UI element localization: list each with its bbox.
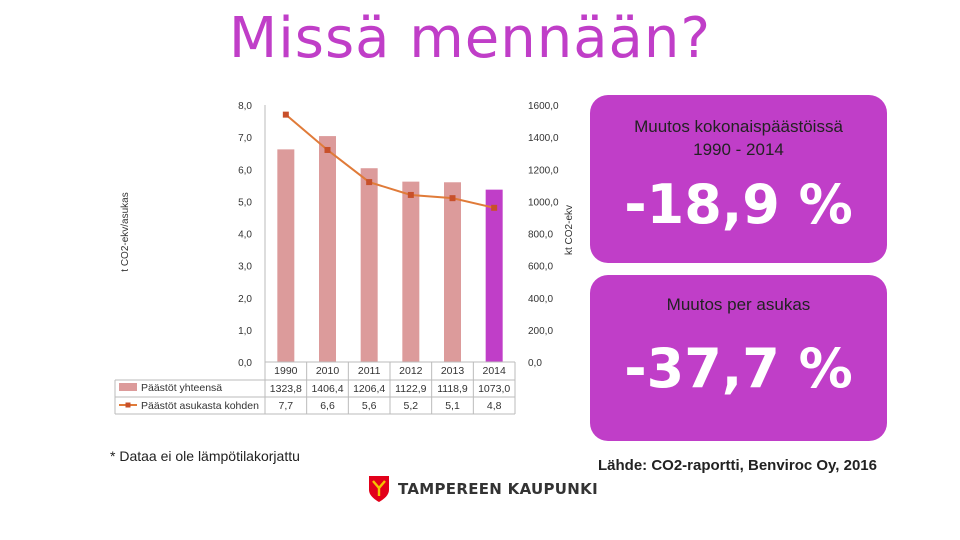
x-tick-label: 2011 xyxy=(358,365,381,377)
per-capita-change-label: Muutos per asukas xyxy=(666,295,811,314)
legend-bar-label: Päästöt yhteensä xyxy=(141,382,222,394)
total-change-value: -18,9 % xyxy=(624,173,853,236)
bar xyxy=(277,149,295,362)
total-change-label: Muutos kokonaispäästöissä 1990 - 2014 xyxy=(590,115,887,161)
left-tick-label: 5,0 xyxy=(238,197,252,208)
line-data-label: 6,6 xyxy=(320,400,335,412)
line-point xyxy=(282,111,289,118)
bar xyxy=(319,136,336,362)
line-point xyxy=(491,204,498,211)
bar xyxy=(444,182,461,362)
logo-text: TAMPEREEN KAUPUNKI xyxy=(398,480,598,498)
right-tick-label: 600,0 xyxy=(528,262,553,273)
bar-data-label: 1118,9 xyxy=(437,383,468,395)
left-tick-label: 8,0 xyxy=(238,101,252,112)
total-change-box: Muutos kokonaispäästöissä 1990 - 2014 -1… xyxy=(590,95,887,263)
x-tick-label: 2013 xyxy=(441,365,465,377)
logo: TAMPEREEN KAUPUNKI xyxy=(368,474,598,504)
left-axis-ticks: 0,0 1,0 2,0 3,0 4,0 5,0 6,0 7,0 8,0 xyxy=(238,101,252,369)
right-tick-label: 0,0 xyxy=(528,358,542,369)
left-tick-label: 0,0 xyxy=(238,358,252,369)
bar-data-label: 1122,9 xyxy=(395,383,426,395)
right-tick-label: 200,0 xyxy=(528,326,553,337)
total-change-label-line2: 1990 - 2014 xyxy=(693,140,784,159)
per-capita-change-value: -37,7 % xyxy=(624,337,853,400)
right-tick-label: 1400,0 xyxy=(528,133,559,144)
total-change-label-line1: Muutos kokonaispäästöissä xyxy=(634,117,843,136)
line-data-label: 5,6 xyxy=(362,400,377,412)
line-point xyxy=(449,195,456,202)
bar-data-label: 1406,4 xyxy=(311,383,343,395)
right-tick-label: 1200,0 xyxy=(528,165,559,176)
left-tick-label: 7,0 xyxy=(238,133,252,144)
per-capita-change-box: Muutos per asukas -37,7 % xyxy=(590,275,887,441)
left-tick-label: 4,0 xyxy=(238,230,252,241)
right-axis-ticks: 0,0 200,0 400,0 600,0 800,0 1000,0 1200,0 1400,… xyxy=(528,101,559,369)
line-data-label: 5,1 xyxy=(445,400,460,412)
line-data-label: 7,7 xyxy=(279,400,294,412)
data-table: 1990 2010 2011 2012 2013 2014 1323,8 1406,4 1206… xyxy=(114,361,516,415)
line-data-label: 4,8 xyxy=(487,400,502,412)
x-tick-label: 2014 xyxy=(482,365,506,377)
line-points xyxy=(282,111,498,211)
legend-line-marker xyxy=(125,402,131,408)
left-axis-label: t CO2-ekv/asukas xyxy=(120,192,131,271)
right-tick-label: 800,0 xyxy=(528,230,553,241)
bar xyxy=(485,189,503,362)
x-tick-label: 2012 xyxy=(399,365,423,377)
line-point xyxy=(407,191,414,198)
legend-line-label: Päästöt asukasta kohden xyxy=(141,400,259,412)
bar xyxy=(402,181,420,362)
bar-data-label: 1206,4 xyxy=(353,383,385,395)
right-tick-label: 1600,0 xyxy=(528,101,559,112)
footnote: * Dataa ei ole lämpötilakorjattu xyxy=(110,448,300,464)
city-crest-icon xyxy=(369,476,389,502)
per-capita-line xyxy=(285,113,495,209)
bar-data-label: 1073,0 xyxy=(478,383,510,395)
x-tick-label: 2010 xyxy=(316,365,340,377)
x-tick-label: 1990 xyxy=(274,365,298,377)
right-axis-label: kt CO2-ekv xyxy=(564,205,575,255)
bar-series xyxy=(277,136,503,362)
right-tick-label: 1000,0 xyxy=(528,197,559,208)
left-tick-label: 6,0 xyxy=(238,165,252,176)
line-data-label: 5,2 xyxy=(404,400,419,412)
line-point xyxy=(366,179,373,186)
legend-bar-key xyxy=(119,383,137,391)
left-tick-label: 2,0 xyxy=(238,294,252,305)
left-tick-label: 1,0 xyxy=(238,326,252,337)
source-text: Lähde: CO2-raportti, Benviroc Oy, 2016 xyxy=(598,457,877,474)
bar-data-label: 1323,8 xyxy=(270,383,302,395)
slide-title: Missä mennään? xyxy=(228,6,712,71)
line-point xyxy=(324,146,331,153)
bar xyxy=(360,168,378,362)
left-tick-label: 3,0 xyxy=(238,262,252,273)
right-tick-label: 400,0 xyxy=(528,294,553,305)
